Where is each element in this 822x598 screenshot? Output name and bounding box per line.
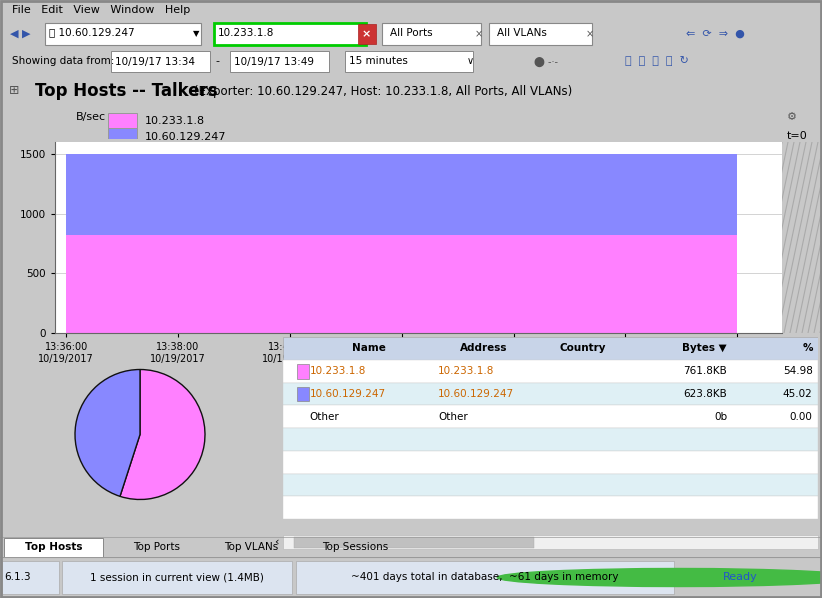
Text: 45.02: 45.02 <box>783 389 813 399</box>
Text: ⊞: ⊞ <box>8 84 19 97</box>
FancyBboxPatch shape <box>283 405 818 428</box>
FancyBboxPatch shape <box>298 364 309 379</box>
Text: Top Hosts: Top Hosts <box>25 542 82 552</box>
Text: Top Ports: Top Ports <box>132 542 180 552</box>
Text: Top Sessions: Top Sessions <box>322 542 389 552</box>
Text: ×: × <box>586 29 594 39</box>
FancyBboxPatch shape <box>109 114 137 129</box>
FancyBboxPatch shape <box>382 23 481 45</box>
FancyBboxPatch shape <box>283 337 818 360</box>
Text: 10.233.1.8: 10.233.1.8 <box>310 366 366 376</box>
Text: 10/19/17 13:34: 10/19/17 13:34 <box>115 56 195 66</box>
Wedge shape <box>75 370 140 496</box>
FancyBboxPatch shape <box>345 51 473 72</box>
Text: ‹: ‹ <box>275 537 279 547</box>
Text: ~401 days total in database,  ~61 days in memory: ~401 days total in database, ~61 days in… <box>351 572 619 582</box>
FancyBboxPatch shape <box>45 23 201 45</box>
Text: ⚙: ⚙ <box>787 112 797 122</box>
Text: 10.233.1.8: 10.233.1.8 <box>438 366 495 376</box>
Text: Country: Country <box>559 343 606 353</box>
FancyBboxPatch shape <box>283 474 818 496</box>
Text: ∨: ∨ <box>467 56 474 66</box>
Text: Showing data from:: Showing data from: <box>12 56 115 66</box>
Text: 54.98: 54.98 <box>783 366 813 376</box>
Text: ◀ ▶: ◀ ▶ <box>10 29 30 39</box>
FancyBboxPatch shape <box>283 383 818 405</box>
Text: All VLANs: All VLANs <box>497 28 547 38</box>
Text: Top Hosts -- Talkers: Top Hosts -- Talkers <box>35 82 217 100</box>
FancyBboxPatch shape <box>230 51 329 72</box>
Text: 0.00: 0.00 <box>790 411 813 422</box>
FancyBboxPatch shape <box>109 128 137 144</box>
FancyBboxPatch shape <box>489 23 592 45</box>
Text: B/sec: B/sec <box>76 112 106 122</box>
Text: ▼: ▼ <box>193 29 200 38</box>
FancyBboxPatch shape <box>2 561 59 594</box>
Text: 623.8KB: 623.8KB <box>683 389 727 399</box>
Text: (Exporter: 10.60.129.247, Host: 10.233.1.8, All Ports, All VLANs): (Exporter: 10.60.129.247, Host: 10.233.1… <box>194 84 572 97</box>
Text: Top VLANs: Top VLANs <box>224 542 278 552</box>
Text: 6.1.3: 6.1.3 <box>4 572 30 582</box>
Text: 10.233.1.8: 10.233.1.8 <box>218 28 275 38</box>
Text: Address: Address <box>459 343 507 353</box>
FancyBboxPatch shape <box>62 561 292 594</box>
FancyBboxPatch shape <box>214 23 366 45</box>
Text: File   Edit   View   Window   Help: File Edit View Window Help <box>12 5 191 15</box>
FancyBboxPatch shape <box>283 496 818 519</box>
FancyBboxPatch shape <box>358 24 376 44</box>
FancyBboxPatch shape <box>283 451 818 474</box>
FancyBboxPatch shape <box>4 538 103 557</box>
Text: 15 minutes: 15 minutes <box>349 56 409 66</box>
Text: ⬤ -·-: ⬤ -·- <box>534 56 558 66</box>
Text: 1 session in current view (1.4MB): 1 session in current view (1.4MB) <box>90 572 264 582</box>
Text: 10.60.129.247: 10.60.129.247 <box>310 389 386 399</box>
Text: ×: × <box>362 29 372 39</box>
Text: Bytes ▼: Bytes ▼ <box>682 343 727 353</box>
Text: ×: × <box>475 29 483 39</box>
FancyBboxPatch shape <box>296 561 674 594</box>
Text: Other: Other <box>310 411 339 422</box>
Circle shape <box>497 569 822 587</box>
Text: 🖥 10.60.129.247: 🖥 10.60.129.247 <box>49 28 135 38</box>
Text: Other: Other <box>438 411 468 422</box>
Text: t=0: t=0 <box>787 131 808 141</box>
Text: Name: Name <box>352 343 386 353</box>
Text: -: - <box>216 56 219 66</box>
Text: All Ports: All Ports <box>390 28 433 38</box>
Text: 10/19/17 13:49: 10/19/17 13:49 <box>234 56 314 66</box>
Text: 761.8KB: 761.8KB <box>683 366 727 376</box>
Wedge shape <box>120 370 205 499</box>
Text: Ready: Ready <box>723 572 758 582</box>
Text: 10.60.129.247: 10.60.129.247 <box>145 132 227 142</box>
FancyBboxPatch shape <box>283 360 818 383</box>
FancyBboxPatch shape <box>298 386 309 401</box>
Text: 0b: 0b <box>714 411 727 422</box>
Text: %: % <box>802 343 813 353</box>
Text: 10.60.129.247: 10.60.129.247 <box>438 389 515 399</box>
FancyBboxPatch shape <box>283 535 818 549</box>
FancyBboxPatch shape <box>283 428 818 451</box>
Text: 10.233.1.8: 10.233.1.8 <box>145 117 206 126</box>
FancyBboxPatch shape <box>293 537 534 548</box>
FancyBboxPatch shape <box>111 51 210 72</box>
Text: 〈  〉  》  🔍  ↻: 〈 〉 》 🔍 ↻ <box>625 56 689 66</box>
Text: ⇐  ⟳  ⇒  ●: ⇐ ⟳ ⇒ ● <box>686 29 746 39</box>
